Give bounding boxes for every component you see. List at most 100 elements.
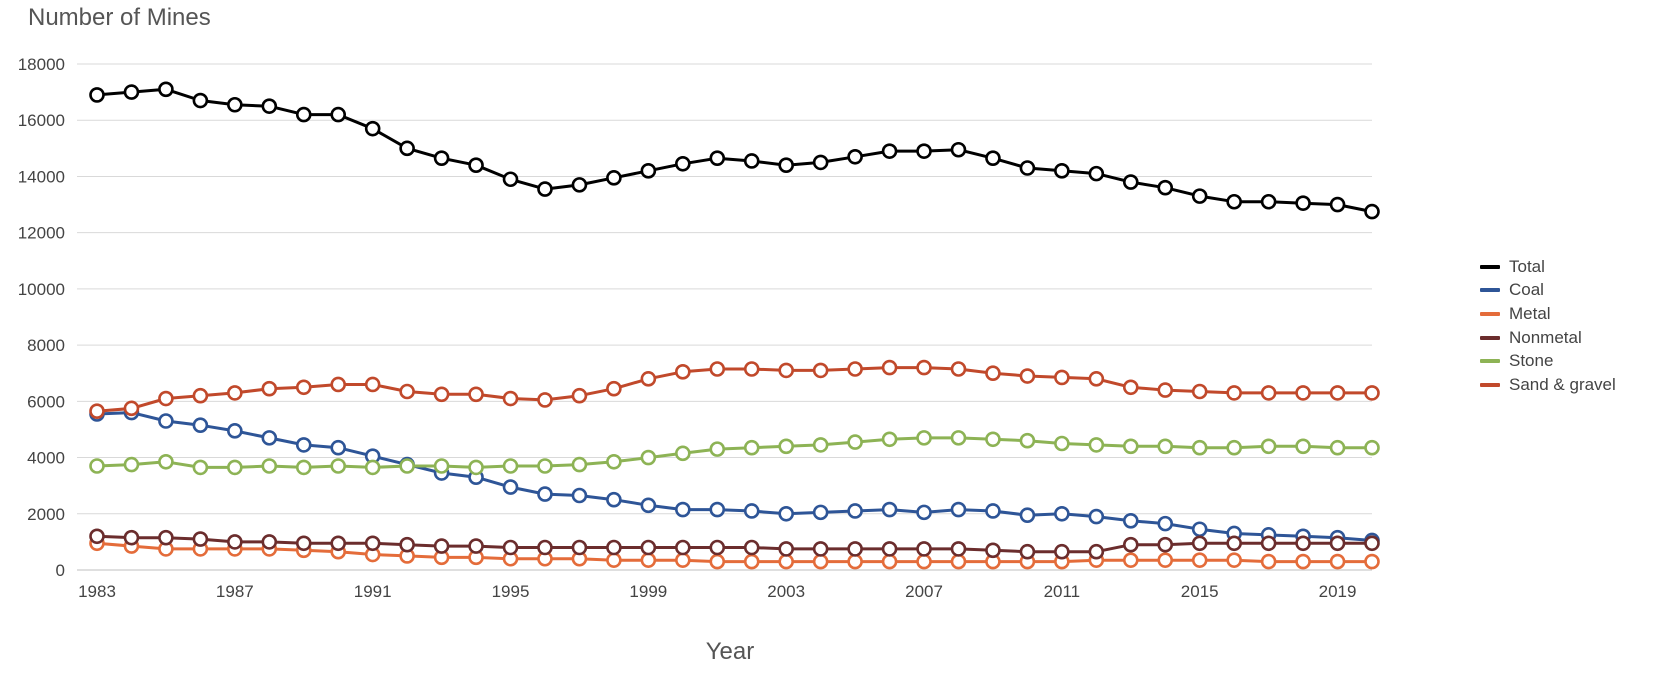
data-point-coal <box>1054 505 1070 522</box>
x-tick-label: 2011 <box>1044 582 1081 601</box>
data-point-coal <box>847 503 863 519</box>
data-point-total <box>1122 174 1139 190</box>
legend-item: Sand & gravel <box>1480 373 1616 397</box>
legend-swatch <box>1480 359 1500 364</box>
data-point-total <box>192 92 209 109</box>
data-point-coal <box>1019 507 1036 523</box>
y-tick-label: 0 <box>56 561 65 580</box>
data-point-metal <box>640 552 657 568</box>
data-point-stone <box>1329 439 1346 456</box>
data-point-total <box>1191 188 1208 204</box>
data-point-metal <box>847 553 863 570</box>
data-point-coal <box>778 505 794 522</box>
data-point-sand-gravel <box>847 361 863 377</box>
data-point-stone <box>1260 438 1277 455</box>
legend-item: Total <box>1480 255 1616 279</box>
data-point-coal <box>158 413 174 429</box>
data-point-stone <box>743 439 760 456</box>
data-point-sand-gravel <box>468 386 484 403</box>
legend-label: Stone <box>1509 351 1554 371</box>
data-point-sand-gravel <box>985 365 1001 382</box>
data-point-sand-gravel <box>330 376 347 393</box>
series-line-sand-gravel <box>96 366 1372 413</box>
data-point-nonmetal <box>1122 536 1139 553</box>
data-point-coal <box>502 479 519 495</box>
data-point-sand-gravel <box>192 387 209 404</box>
data-point-total <box>1054 163 1070 179</box>
data-point-nonmetal <box>502 539 519 556</box>
data-point-sand-gravel <box>537 392 553 408</box>
data-point-sand-gravel <box>261 380 278 397</box>
data-point-nonmetal <box>1157 536 1174 553</box>
data-point-total <box>606 170 622 186</box>
data-point-stone <box>571 456 588 473</box>
data-point-nonmetal <box>1329 535 1346 552</box>
data-point-sand-gravel <box>158 390 174 407</box>
data-point-stone <box>433 458 450 474</box>
data-point-sand-gravel <box>1088 371 1105 387</box>
legend-label: Metal <box>1509 303 1551 323</box>
data-point-metal <box>1157 552 1174 568</box>
data-point-coal <box>675 501 691 518</box>
data-point-coal <box>916 504 932 521</box>
data-point-nonmetal <box>89 528 105 545</box>
data-point-nonmetal <box>1226 535 1242 552</box>
data-point-sand-gravel <box>1364 385 1380 401</box>
data-point-sand-gravel <box>399 383 415 400</box>
data-point-stone <box>1054 435 1070 452</box>
data-point-stone <box>1364 439 1380 456</box>
data-point-stone <box>1157 438 1174 455</box>
legend-item: Nonmetal <box>1480 326 1616 350</box>
data-point-stone <box>916 430 932 446</box>
data-point-nonmetal <box>812 541 829 557</box>
data-point-stone <box>1295 438 1311 455</box>
data-point-nonmetal <box>985 542 1001 559</box>
data-point-total <box>709 150 726 166</box>
data-point-sand-gravel <box>1122 379 1139 396</box>
data-point-nonmetal <box>1295 535 1311 552</box>
y-tick-label: 16000 <box>18 111 65 130</box>
data-point-nonmetal <box>227 534 243 550</box>
data-point-coal <box>881 501 898 518</box>
data-point-metal <box>950 553 967 570</box>
data-point-sand-gravel <box>295 379 312 396</box>
y-tick-label: 18000 <box>18 55 65 74</box>
data-point-stone <box>123 456 140 473</box>
data-point-stone <box>295 459 312 476</box>
data-point-stone <box>158 453 174 470</box>
data-point-stone <box>502 458 519 474</box>
legend: Total Coal Metal Nonmetal Stone Sand & gravel <box>1480 255 1616 397</box>
data-point-coal <box>640 497 657 514</box>
data-point-metal <box>1364 553 1380 570</box>
data-point-sand-gravel <box>89 403 105 419</box>
data-point-sand-gravel <box>364 376 381 393</box>
data-point-stone <box>606 453 622 470</box>
data-point-coal <box>330 439 347 456</box>
data-point-nonmetal <box>847 541 863 557</box>
data-point-sand-gravel <box>709 361 726 377</box>
legend-item: Coal <box>1480 279 1616 303</box>
data-point-nonmetal <box>916 541 932 557</box>
data-point-total <box>468 157 484 173</box>
x-tick-label: 1987 <box>216 582 254 601</box>
y-tick-label: 2000 <box>27 505 65 524</box>
data-point-sand-gravel <box>1157 382 1174 398</box>
data-point-total <box>1019 160 1036 176</box>
data-point-stone <box>1226 439 1242 456</box>
data-point-total <box>261 98 278 114</box>
data-point-total <box>675 155 691 172</box>
data-point-stone <box>709 441 726 457</box>
legend-label: Nonmetal <box>1509 327 1582 347</box>
data-point-coal <box>1157 515 1174 532</box>
data-point-metal <box>881 553 898 570</box>
data-point-stone <box>192 459 209 476</box>
data-point-nonmetal <box>158 529 174 546</box>
data-point-total <box>1260 193 1277 210</box>
data-point-total <box>364 120 381 137</box>
data-point-metal <box>743 553 760 570</box>
data-point-coal <box>1191 521 1208 538</box>
y-tick-label: 12000 <box>18 224 65 243</box>
x-axis-title: Year <box>705 638 755 665</box>
data-point-coal <box>950 501 967 518</box>
